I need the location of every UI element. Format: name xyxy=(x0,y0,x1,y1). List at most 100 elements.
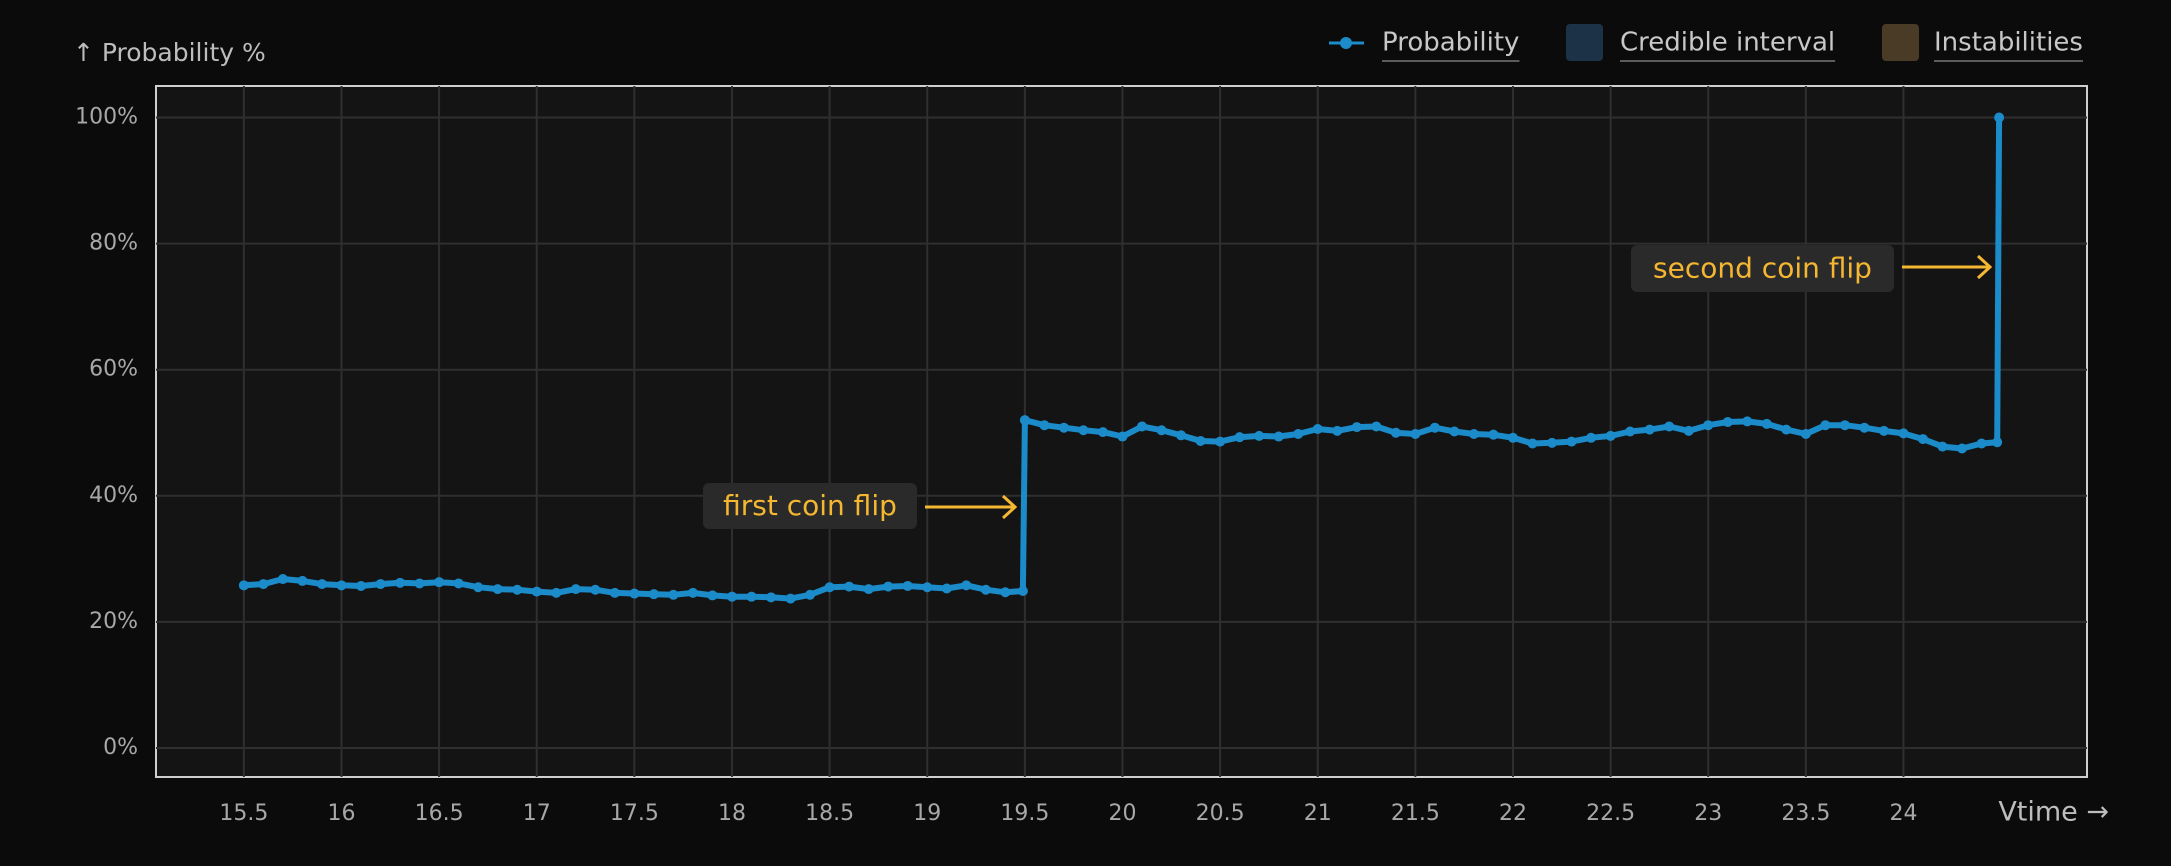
point xyxy=(1937,441,1948,452)
point xyxy=(395,577,406,588)
point xyxy=(1722,417,1733,428)
point xyxy=(1781,424,1792,435)
point xyxy=(1644,424,1655,435)
point xyxy=(1742,416,1753,427)
point xyxy=(1371,421,1382,432)
legend-label: Credible interval xyxy=(1620,28,1835,58)
x-tick-label: 18 xyxy=(718,801,746,826)
x-tick-label: 22.5 xyxy=(1586,801,1635,826)
x-tick-label: 21 xyxy=(1304,801,1332,826)
x-axis-label: Vtime → xyxy=(1998,797,2109,828)
x-tick-label: 23.5 xyxy=(1781,801,1830,826)
point xyxy=(1664,421,1675,432)
point xyxy=(492,584,503,595)
y-tick-label: 0% xyxy=(103,735,138,760)
point xyxy=(551,587,562,598)
point xyxy=(1449,426,1460,437)
point xyxy=(766,592,777,603)
y-tick-label: 100% xyxy=(75,105,138,130)
x-tick-label: 19.5 xyxy=(1000,801,1049,826)
point xyxy=(277,574,288,585)
point xyxy=(824,582,835,593)
x-tick-label: 17 xyxy=(523,801,551,826)
annotation-box xyxy=(1631,245,1894,292)
point xyxy=(1312,423,1323,434)
legend-marker xyxy=(1340,37,1352,49)
point xyxy=(1351,422,1362,433)
annotation-box xyxy=(703,483,917,529)
x-tick-label: 23 xyxy=(1694,801,1722,826)
x-tick-label: 20 xyxy=(1108,801,1136,826)
point xyxy=(805,589,816,600)
point xyxy=(375,579,386,590)
point xyxy=(1254,430,1265,441)
point xyxy=(961,580,972,591)
point xyxy=(1976,438,1987,449)
y-tick-label: 20% xyxy=(89,609,138,634)
grid xyxy=(156,86,2087,777)
point xyxy=(746,591,757,602)
legend-swatch xyxy=(1566,24,1603,61)
point xyxy=(1957,443,1968,454)
point xyxy=(1058,422,1069,433)
point xyxy=(238,580,249,591)
x-tick-label: 16 xyxy=(327,801,355,826)
point xyxy=(570,584,581,595)
point xyxy=(1878,425,1889,436)
x-tick-label: 19 xyxy=(913,801,941,826)
point xyxy=(434,577,445,588)
point xyxy=(1332,425,1343,436)
y-axis-label: ↑ Probability % xyxy=(73,38,266,67)
point xyxy=(1019,415,1030,426)
legend-label: Instabilities xyxy=(1934,28,2083,58)
x-tick-label: 15.5 xyxy=(219,801,268,826)
point xyxy=(1137,421,1148,432)
point xyxy=(648,589,659,600)
annotation-arrow xyxy=(1902,254,1993,280)
point xyxy=(473,582,484,593)
point xyxy=(902,580,913,591)
point xyxy=(1800,429,1811,440)
point xyxy=(336,580,347,591)
point xyxy=(531,586,542,597)
point xyxy=(707,590,718,601)
point xyxy=(1234,432,1245,443)
point xyxy=(980,584,991,595)
point xyxy=(1859,422,1870,433)
point xyxy=(258,579,269,590)
point xyxy=(453,578,464,589)
point xyxy=(1097,427,1108,438)
point xyxy=(1683,425,1694,436)
point xyxy=(1156,425,1167,436)
point xyxy=(844,581,855,592)
point xyxy=(1039,420,1050,431)
point xyxy=(785,593,796,604)
point xyxy=(1703,420,1714,431)
x-tick-label: 17.5 xyxy=(610,801,659,826)
point xyxy=(922,582,933,593)
point xyxy=(1195,435,1206,446)
point xyxy=(590,584,601,595)
x-tick-label: 18.5 xyxy=(805,801,854,826)
point xyxy=(1994,112,2005,123)
point xyxy=(1117,431,1128,442)
point xyxy=(1917,434,1928,445)
x-tick-label: 21.5 xyxy=(1391,801,1440,826)
point xyxy=(316,579,327,590)
x-tick-label: 20.5 xyxy=(1196,801,1245,826)
point xyxy=(668,589,679,600)
point xyxy=(863,584,874,595)
point xyxy=(1017,586,1028,597)
point xyxy=(1992,437,2003,448)
point xyxy=(1273,431,1284,442)
point xyxy=(1176,430,1187,441)
point xyxy=(609,587,620,598)
point xyxy=(883,581,894,592)
point xyxy=(1898,428,1909,439)
point xyxy=(1488,429,1499,440)
legend-swatch xyxy=(1882,24,1919,61)
x-tick-label: 24 xyxy=(1889,801,1917,826)
point xyxy=(1078,425,1089,436)
legend-label: Probability xyxy=(1382,28,1519,58)
y-tick-label: 80% xyxy=(89,231,138,256)
